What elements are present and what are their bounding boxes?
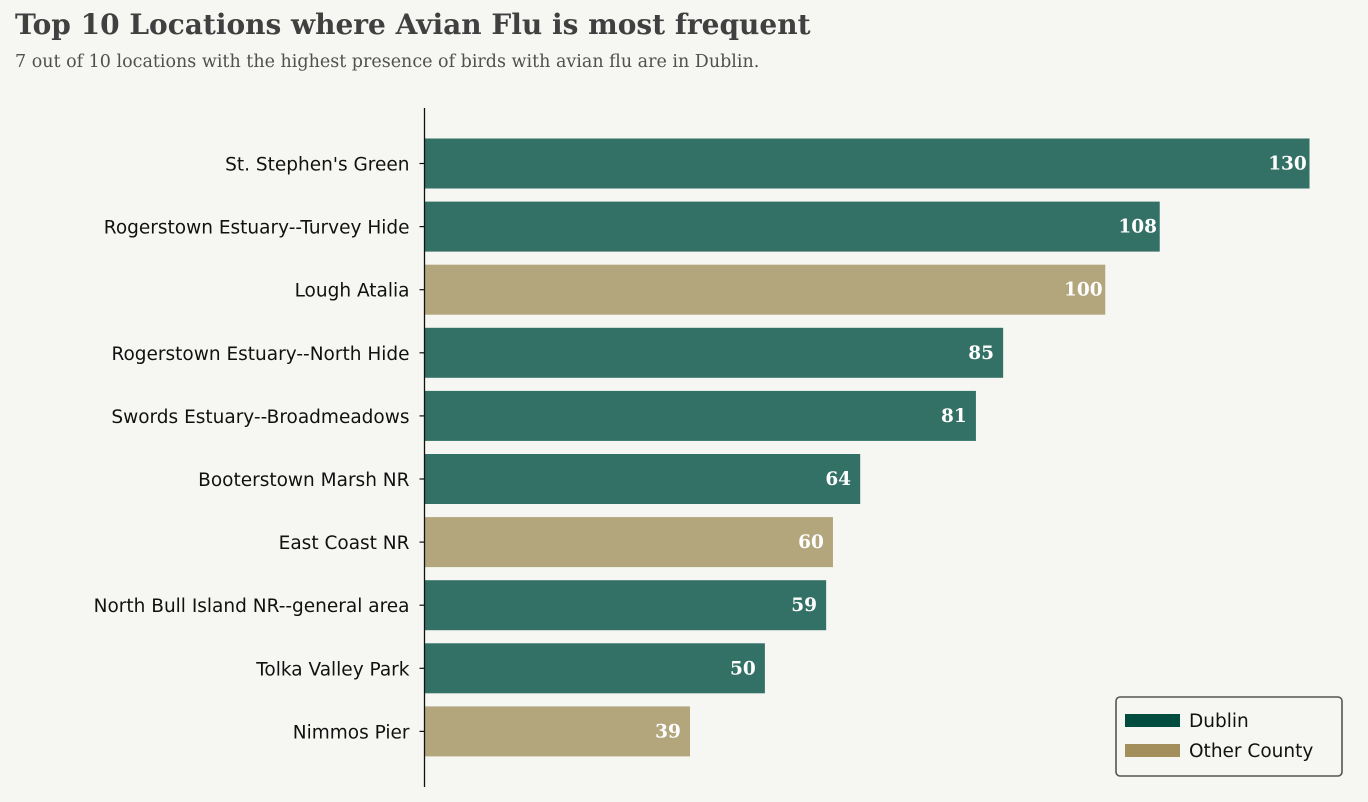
category-label: East Coast NR [279, 533, 410, 554]
value-label: 39 [655, 721, 681, 742]
value-label: 50 [730, 658, 756, 679]
value-label: 60 [798, 532, 824, 553]
value-label: 100 [1064, 280, 1103, 301]
value-label: 59 [791, 595, 817, 616]
value-label: 85 [968, 343, 994, 364]
bar [424, 454, 861, 504]
chart-subtitle: 7 out of 10 locations with the highest p… [15, 52, 760, 72]
category-label: North Bull Island NR--general area [94, 596, 410, 617]
category-label: Tolka Valley Park [255, 659, 410, 680]
chart-title: Top 10 Locations where Avian Flu is most… [15, 8, 811, 41]
category-label: Swords Estuary--Broadmeadows [111, 407, 409, 428]
legend: Dublin Other County [1115, 696, 1343, 777]
legend-frame [1115, 696, 1343, 777]
category-label: Rogerstown Estuary--Turvey Hide [104, 218, 410, 239]
category-label: Nimmos Pier [293, 722, 410, 743]
category-label: Rogerstown Estuary--North Hide [111, 344, 409, 365]
bar [424, 390, 976, 441]
value-label: 64 [825, 469, 851, 490]
legend-swatch-other-county [1125, 744, 1180, 757]
bar [424, 517, 833, 568]
value-label: 130 [1268, 154, 1307, 175]
legend-label-dublin: Dublin [1189, 711, 1249, 732]
bar [424, 138, 1310, 189]
bar [424, 580, 827, 631]
category-label: Lough Atalia [295, 281, 410, 302]
bar [424, 643, 765, 694]
bar [424, 201, 1160, 252]
value-label: 108 [1118, 217, 1157, 238]
bars-layer: St. Stephen's Green 130 Rogerstown Estuary… [94, 138, 1310, 757]
category-label: Booterstown Marsh NR [198, 470, 410, 491]
category-label: St. Stephen's Green [225, 155, 409, 176]
value-label: 81 [941, 406, 967, 427]
legend-label-other-county: Other County [1189, 741, 1313, 762]
legend-swatch-dublin [1125, 714, 1180, 727]
bar [424, 327, 1004, 378]
bar [424, 706, 690, 757]
bar [424, 264, 1106, 315]
